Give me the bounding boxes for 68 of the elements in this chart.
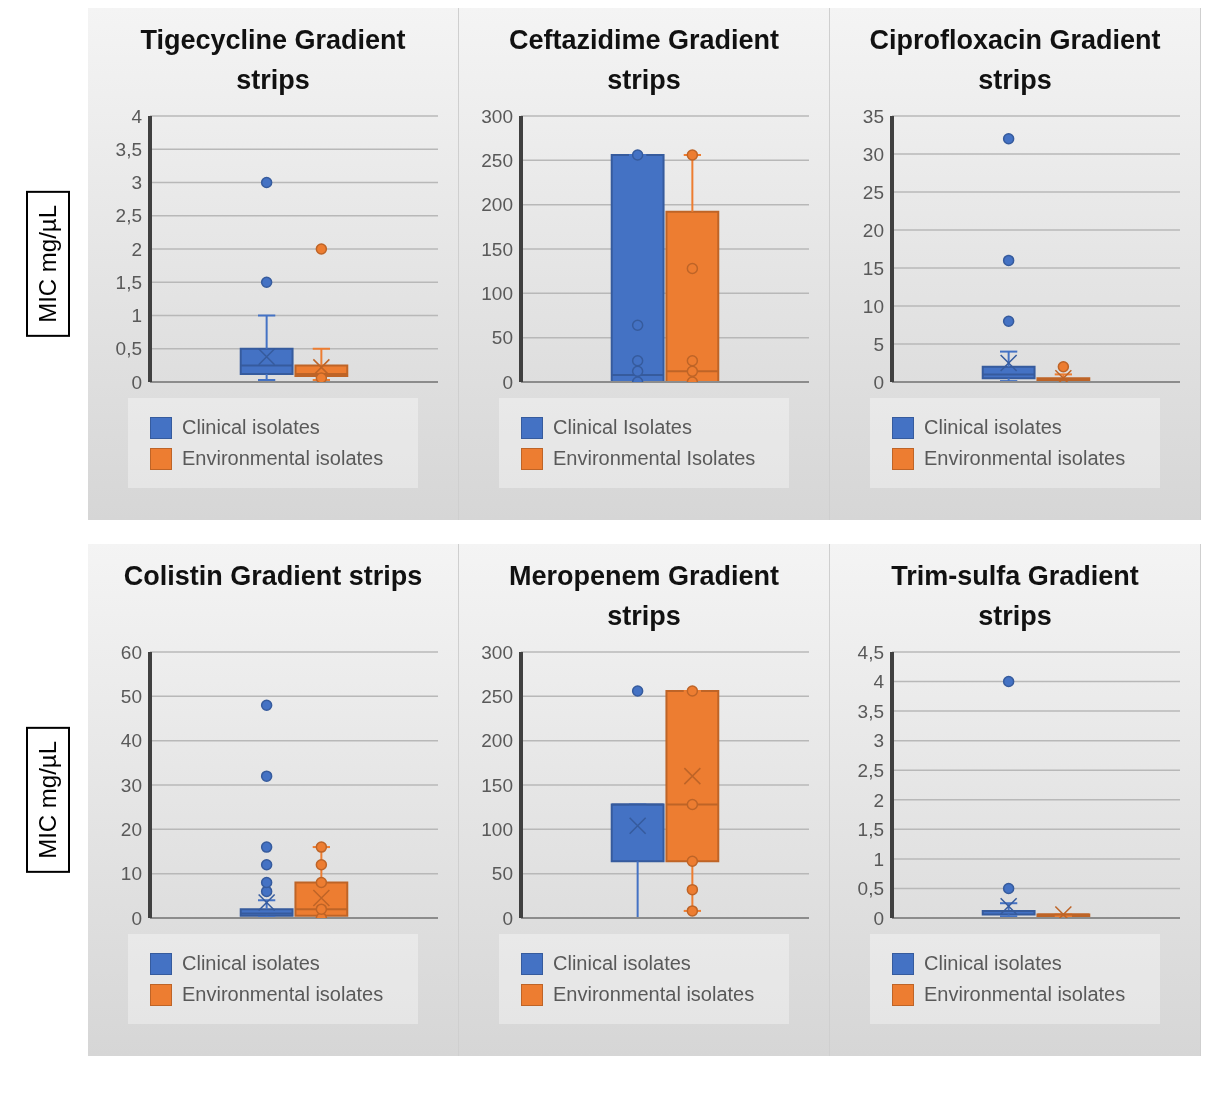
y-tick-label: 2 — [873, 789, 884, 811]
y-tick-label: 2,5 — [857, 759, 884, 781]
y-tick-label: 10 — [120, 863, 142, 885]
legend-label: Clinical isolates — [924, 416, 1062, 439]
y-tick-label: 5 — [873, 333, 884, 355]
y-tick-label: 50 — [120, 686, 142, 708]
y-tick-label: 40 — [120, 730, 142, 752]
y-tick-label: 4 — [131, 105, 143, 127]
y-tick-label: 0 — [873, 371, 884, 393]
y-tick-label: 0 — [873, 907, 884, 929]
chart-title: Ceftazidime Gradient strips — [507, 24, 781, 97]
y-tick-label: 1,5 — [857, 819, 884, 841]
y-tick-label: 50 — [491, 327, 513, 349]
y-tick-label: 100 — [481, 283, 513, 305]
legend-label: Environmental isolates — [182, 983, 384, 1006]
y-tick-label: 2 — [131, 238, 142, 260]
y-tick-label: 100 — [481, 819, 513, 841]
y-tick-label: 300 — [481, 105, 513, 127]
y-axis-title: MIC mg/µL — [26, 727, 70, 873]
legend-label: Clinical Isolates — [553, 416, 692, 439]
legend-label: Clinical isolates — [182, 952, 320, 975]
y-tick-label: 2,5 — [115, 205, 142, 227]
legend-label: Environmental isolates — [182, 447, 384, 470]
y-tick-label: 50 — [491, 863, 513, 885]
y-tick-label: 1 — [873, 848, 884, 870]
legend-label: Environmental isolates — [924, 447, 1126, 470]
y-tick-label: 3,5 — [115, 138, 142, 160]
y-tick-label: 4 — [873, 671, 885, 693]
y-tick-label: 150 — [481, 774, 513, 796]
y-tick-label: 30 — [862, 143, 884, 165]
y-tick-label: 200 — [481, 194, 513, 216]
y-tick-label: 20 — [862, 219, 884, 241]
y-tick-label: 3 — [873, 730, 884, 752]
legend-label: Clinical isolates — [182, 416, 320, 439]
legend-label: Clinical isolates — [924, 952, 1062, 975]
y-tick-label: 60 — [120, 641, 142, 663]
y-tick-label: 15 — [862, 257, 884, 279]
y-tick-label: 0 — [131, 907, 142, 929]
y-tick-label: 0 — [502, 371, 513, 393]
chart-title: Ciprofloxacin Gradient strips — [868, 24, 1162, 97]
y-tick-label: 0 — [502, 907, 513, 929]
y-tick-label: 20 — [120, 819, 142, 841]
chart-title: Tigecycline Gradient strips — [139, 24, 407, 97]
legend-label: Environmental isolates — [553, 983, 755, 1006]
chart-title: Trim-sulfa Gradient strips — [890, 560, 1140, 633]
legend-label: Environmental isolates — [924, 983, 1126, 1006]
y-tick-label: 150 — [481, 238, 513, 260]
y-tick-label: 1,5 — [115, 271, 142, 293]
y-tick-label: 30 — [120, 774, 142, 796]
y-tick-label: 1 — [131, 305, 142, 327]
legend-label: Clinical isolates — [553, 952, 691, 975]
y-tick-label: 0,5 — [857, 878, 884, 900]
y-tick-label: 25 — [862, 181, 884, 203]
y-tick-label: 250 — [481, 686, 513, 708]
y-tick-label: 0 — [131, 371, 142, 393]
y-tick-label: 250 — [481, 150, 513, 172]
y-tick-label: 4,5 — [857, 641, 884, 663]
chart-title: Colistin Gradient strips — [122, 560, 424, 593]
legend-label: Environmental Isolates — [553, 447, 756, 470]
y-tick-label: 300 — [481, 641, 513, 663]
y-tick-label: 3,5 — [857, 700, 884, 722]
y-tick-label: 0,5 — [115, 338, 142, 360]
y-tick-label: 10 — [862, 295, 884, 317]
y-axis-title: MIC mg/µL — [26, 191, 70, 337]
y-tick-label: 3 — [131, 172, 142, 194]
chart-title: Meropenem Gradient strips — [507, 560, 781, 633]
y-tick-label: 200 — [481, 730, 513, 752]
y-tick-label: 35 — [862, 105, 884, 127]
